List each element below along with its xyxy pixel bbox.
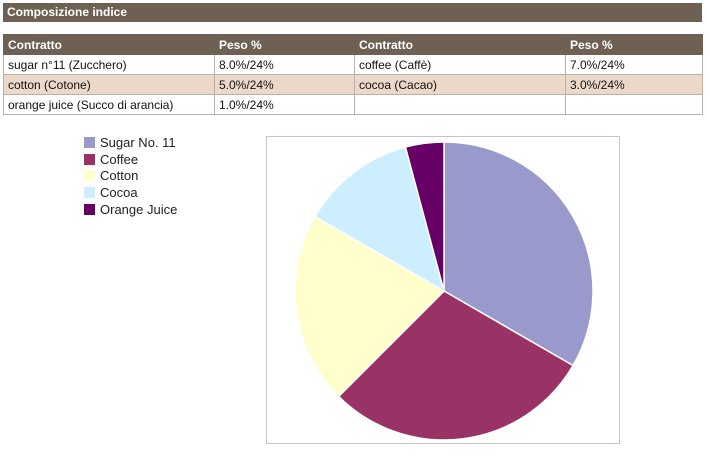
chart-legend: Sugar No. 11 Coffee Cotton Cocoa Orange Juic… (84, 134, 177, 218)
table-row: cotton (Cotone) 5.0%/24% cocoa (Cacao) 3… (3, 74, 703, 95)
weight-cell: 7.0%/24% (565, 54, 703, 75)
weight-cell: 1.0%/24% (214, 94, 355, 115)
contract-cell: cotton (Cotone) (3, 74, 215, 95)
legend-item: Orange Juice (84, 201, 177, 218)
header-weight: Peso % (565, 34, 703, 55)
pie-slice-cotton (294, 215, 446, 398)
table-row: sugar n°11 (Zucchero) 8.0%/24% coffee (C… (3, 54, 703, 75)
legend-swatch (84, 204, 95, 216)
header-contract: Contratto (354, 34, 566, 55)
weight-cell: 3.0%/24% (565, 74, 703, 95)
table-row: orange juice (Succo di arancia) 1.0%/24% (3, 94, 703, 115)
contract-cell: sugar n°11 (Zucchero) (3, 54, 215, 75)
pie-slice-orange-juice (404, 141, 445, 292)
legend-label: Coffee (100, 151, 139, 167)
composition-table: Contratto Peso % Contratto Peso % sugar … (3, 34, 703, 115)
legend-label: Cotton (100, 168, 139, 184)
legend-swatch (84, 136, 95, 148)
legend-item: Cotton (84, 168, 177, 185)
legend-label: Sugar No. 11 (100, 134, 176, 150)
header-contract: Contratto (3, 34, 215, 55)
legend-swatch (84, 170, 95, 182)
weight-cell: 8.0%/24% (214, 54, 355, 75)
section-title: Composizione indice (7, 5, 128, 19)
contract-cell (354, 94, 566, 115)
pie-slice-sugar-no-11 (443, 141, 594, 367)
pie-slice-cocoa (313, 146, 446, 293)
legend-item: Coffee (84, 151, 177, 168)
contract-cell: cocoa (Cacao) (354, 74, 566, 95)
weight-cell (565, 94, 703, 115)
contract-cell: coffee (Caffè) (354, 54, 566, 75)
legend-label: Cocoa (100, 185, 138, 201)
weight-cell: 5.0%/24% (214, 74, 355, 95)
header-weight: Peso % (214, 34, 355, 55)
legend-swatch (84, 153, 95, 165)
pie-chart-frame (266, 136, 620, 444)
pie-slice-coffee (337, 290, 575, 441)
pie-chart (294, 141, 594, 441)
legend-swatch (84, 187, 95, 199)
legend-item: Cocoa (84, 184, 177, 201)
contract-cell: orange juice (Succo di arancia) (3, 94, 215, 115)
legend-item: Sugar No. 11 (84, 134, 177, 151)
table-header-row: Contratto Peso % Contratto Peso % (3, 34, 703, 55)
legend-label: Orange Juice (100, 202, 178, 218)
section-header: Composizione indice (3, 3, 702, 22)
